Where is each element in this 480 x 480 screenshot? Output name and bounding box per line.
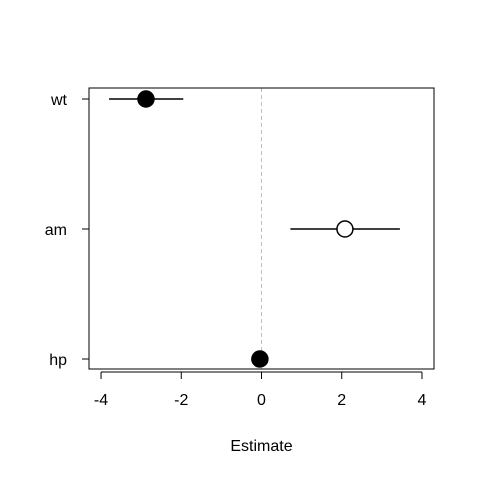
x-tick-label: -2 <box>174 392 188 409</box>
y-tick-label-hp: hp <box>49 352 67 369</box>
x-tick-label: 4 <box>418 392 427 409</box>
point-wt <box>137 90 155 108</box>
x-axis: -4 -2 0 2 4 <box>94 371 427 409</box>
x-axis-title: Estimate <box>230 438 292 455</box>
y-tick-label-am: am <box>45 222 67 239</box>
y-axis: wt am hp <box>45 92 89 369</box>
point-hp <box>251 350 269 368</box>
x-tick-label: 0 <box>257 392 266 409</box>
y-tick-label-wt: wt <box>50 92 68 109</box>
x-tick-label: -4 <box>94 392 108 409</box>
point-am <box>336 220 354 238</box>
coefficient-marks <box>109 90 400 368</box>
x-tick-label: 2 <box>337 392 346 409</box>
